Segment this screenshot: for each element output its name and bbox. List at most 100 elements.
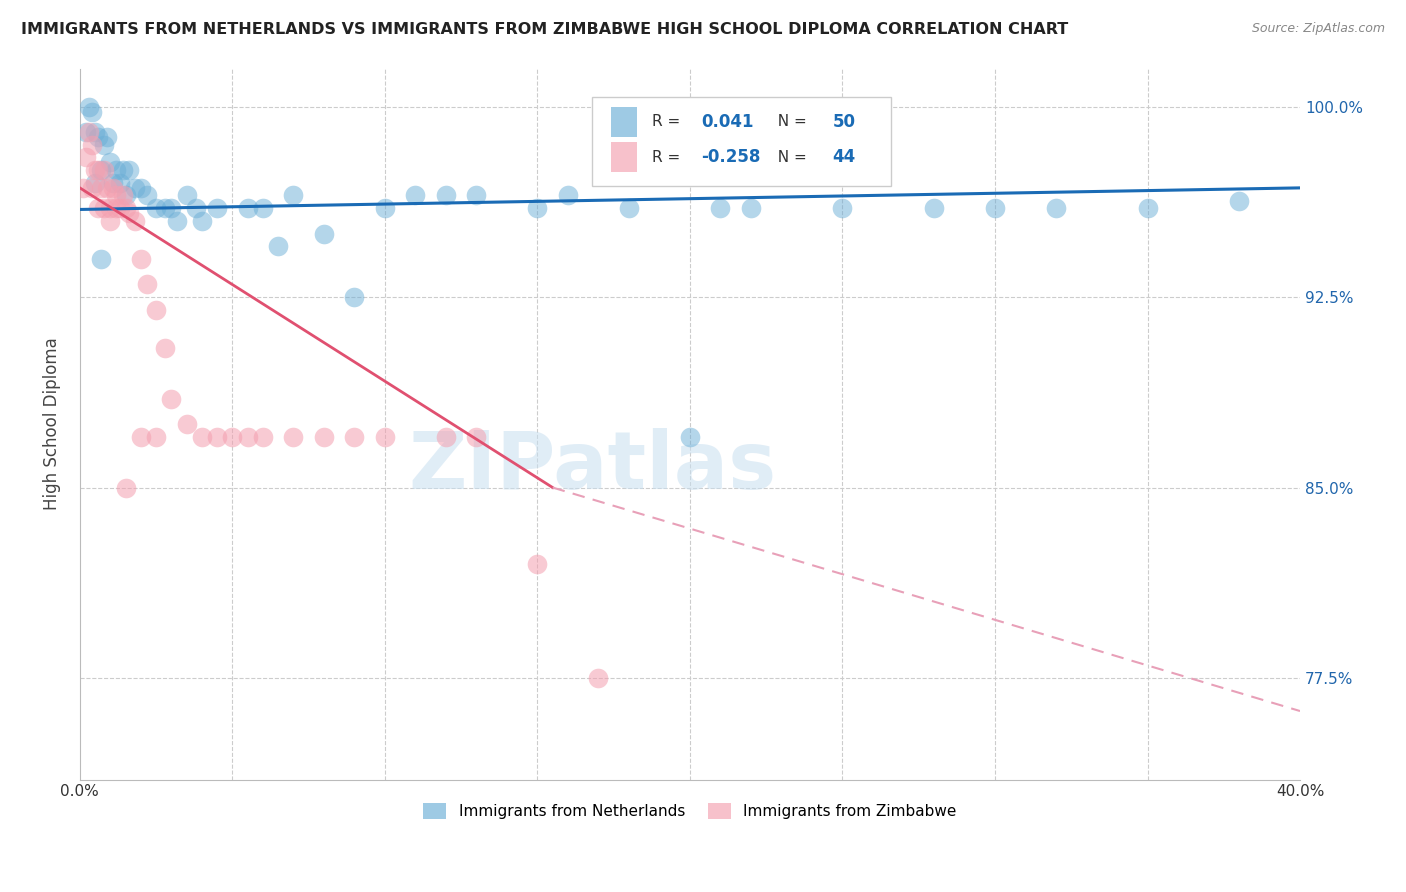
Point [557,188,579,202]
Point [105,188,128,202]
Point [129,430,152,444]
Point [103,181,125,195]
Point [80,181,103,195]
Text: R =: R = [652,150,685,165]
Point [124,214,146,228]
Point [118,163,141,178]
Point [114,201,136,215]
Point [100,201,122,215]
Point [160,201,183,215]
Text: 0.041: 0.041 [702,113,754,131]
Point [103,176,125,190]
Point [111,163,134,178]
Point [922,201,945,215]
Point [105,201,128,215]
Point [114,188,136,202]
Point [236,201,259,215]
Point [75,150,97,164]
Point [236,430,259,444]
Point [90,181,112,195]
Point [740,201,762,215]
Point [221,430,243,444]
Text: -0.258: -0.258 [702,148,761,167]
Point [831,201,853,215]
Point [374,201,396,215]
Point [145,430,167,444]
Point [434,430,457,444]
Point [100,155,122,169]
Text: N =: N = [768,114,811,129]
Point [108,176,131,190]
Point [709,201,731,215]
Point [80,104,103,119]
Point [87,201,110,215]
Point [526,201,548,215]
Point [984,201,1007,215]
Text: ZIPatlas: ZIPatlas [408,428,776,506]
Point [404,188,426,202]
Point [105,163,128,178]
Text: 50: 50 [832,113,856,131]
Point [155,201,177,215]
Point [343,430,366,444]
Point [205,201,228,215]
Point [1227,194,1250,208]
Point [434,188,457,202]
FancyBboxPatch shape [610,107,637,136]
Point [87,163,110,178]
Point [343,290,366,304]
Point [526,557,548,571]
Point [93,163,115,178]
Point [111,188,134,202]
Point [588,671,610,685]
Point [118,206,141,220]
Point [184,201,207,215]
Point [145,201,167,215]
FancyBboxPatch shape [592,97,891,186]
Point [84,176,107,190]
Point [129,252,152,266]
Point [312,227,335,241]
Point [90,163,112,178]
Point [90,252,112,266]
Point [100,214,122,228]
Point [124,181,146,195]
Point [129,181,152,195]
Point [160,392,183,406]
Point [96,130,118,145]
Point [267,239,290,253]
Point [136,277,159,292]
Point [465,430,488,444]
Point [93,201,115,215]
Text: Source: ZipAtlas.com: Source: ZipAtlas.com [1251,22,1385,36]
Point [166,214,188,228]
Point [96,181,118,195]
Point [75,125,97,139]
Point [617,201,640,215]
Legend: Immigrants from Netherlands, Immigrants from Zimbabwe: Immigrants from Netherlands, Immigrants … [418,797,963,825]
Point [205,430,228,444]
Point [1045,201,1067,215]
Point [136,188,159,202]
Point [252,430,274,444]
Point [93,137,115,152]
Y-axis label: High School Diploma: High School Diploma [44,338,60,510]
Point [283,430,305,444]
Point [77,100,100,114]
Point [1136,201,1159,215]
Point [108,201,131,215]
Point [145,302,167,317]
Text: R =: R = [652,114,685,129]
Point [84,125,107,139]
Point [252,201,274,215]
Point [84,163,107,178]
Point [80,137,103,152]
Point [191,430,214,444]
Text: IMMIGRANTS FROM NETHERLANDS VS IMMIGRANTS FROM ZIMBABWE HIGH SCHOOL DIPLOMA CORR: IMMIGRANTS FROM NETHERLANDS VS IMMIGRANT… [21,22,1069,37]
Point [77,125,100,139]
Text: N =: N = [768,150,811,165]
Point [176,417,198,431]
FancyBboxPatch shape [610,143,637,172]
Point [283,188,305,202]
Point [679,430,702,444]
